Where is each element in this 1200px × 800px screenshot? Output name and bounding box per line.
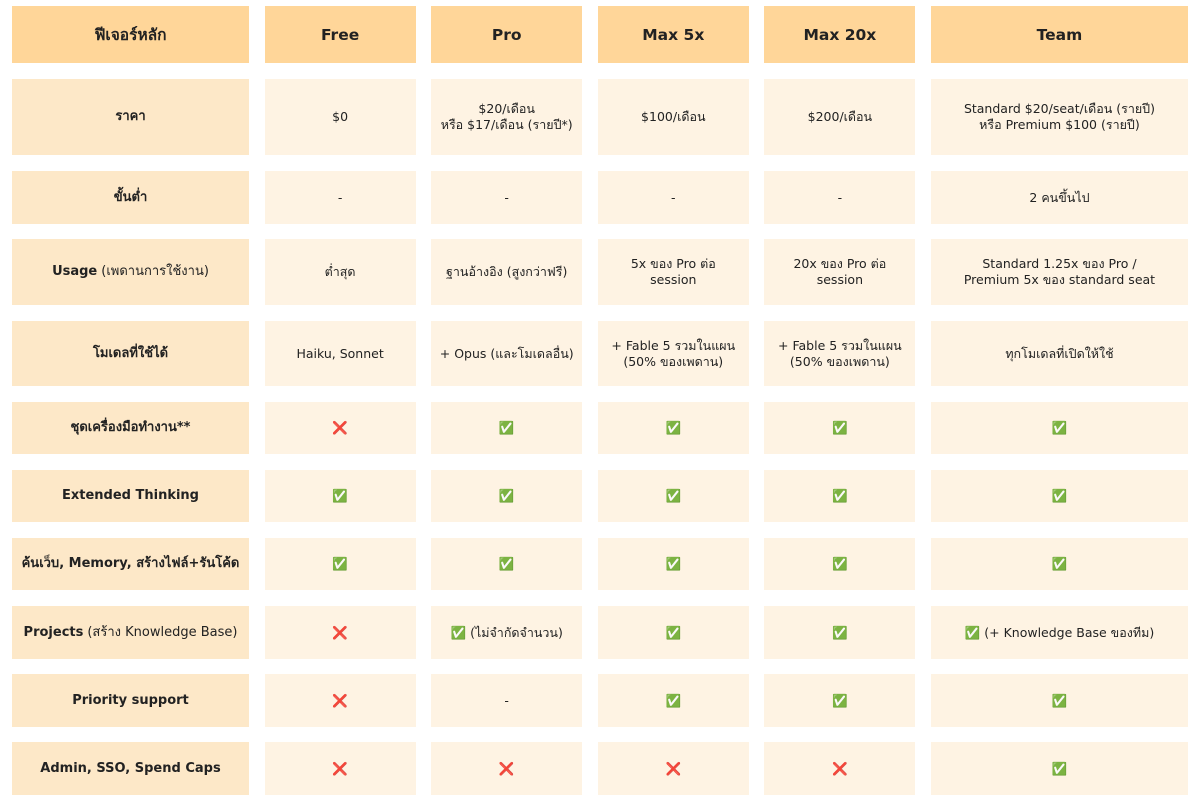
table-cell: ✅: [431, 470, 583, 522]
table-cell: + Fable 5 รวมในแผน (50% ของเพดาน): [597, 321, 749, 386]
label-text: Projects: [23, 624, 84, 640]
table-cell: ✅: [264, 538, 416, 590]
table-cell: ✅: [764, 470, 916, 522]
table-cell: Standard 1.25x ของ Pro / Premium 5x ของ …: [930, 239, 1188, 305]
table-cell: ✅: [597, 538, 749, 590]
table-cell: ✅: [597, 606, 749, 659]
table-cell: $200/เดือน: [764, 79, 916, 155]
row-label: ค้นเว็บ, Memory, สร้างไฟล์+รันโค้ด: [12, 538, 249, 590]
table-cell: ✅: [597, 402, 749, 454]
label-wrap: Usage (เพดานการใช้งาน): [52, 264, 209, 280]
label-text: โมเดลที่ใช้ได้: [92, 345, 169, 361]
table-cell: ✅: [764, 538, 916, 590]
label-wrap: Extended Thinking: [62, 488, 199, 504]
header-cell: Free: [264, 6, 416, 63]
table-cell: ✅: [930, 470, 1188, 522]
table-cell: $100/เดือน: [597, 79, 749, 155]
header-cell: Max 20x: [764, 6, 916, 63]
table-cell: -: [597, 171, 749, 224]
table-cell: ✅: [930, 402, 1188, 454]
label-wrap: ชุดเครื่องมือทำงาน**: [71, 420, 191, 436]
table-cell: ❌: [264, 742, 416, 795]
row-label: Admin, SSO, Spend Caps: [12, 742, 249, 795]
row-label: ราคา: [12, 79, 249, 155]
label-note: (เพดานการใช้งาน): [101, 264, 209, 279]
label-note: (สร้าง Knowledge Base): [87, 624, 238, 640]
table-cell: ✅: [930, 742, 1188, 795]
label-text: ค้นเว็บ, Memory, สร้างไฟล์+รันโค้ด: [21, 556, 240, 571]
table-cell: -: [764, 171, 916, 224]
row-label: Usage (เพดานการใช้งาน): [12, 239, 249, 305]
header-cell: Pro: [431, 6, 583, 63]
table-cell: ❌: [264, 674, 416, 727]
table-cell: ✅: [930, 538, 1188, 590]
label-text: Priority support: [72, 692, 189, 708]
table-cell: $20/เดือน หรือ $17/เดือน (รายปี*): [431, 79, 583, 155]
table-cell: ✅: [264, 470, 416, 522]
table-cell: Haiku, Sonnet: [264, 321, 416, 386]
table-cell: ทุกโมเดลที่เปิดให้ใช้: [930, 321, 1188, 386]
label-wrap: Priority support: [72, 693, 189, 709]
label-text: Admin, SSO, Spend Caps: [40, 760, 221, 776]
table-cell: -: [264, 171, 416, 224]
table-cell: Standard $20/seat/เดือน (รายปี) หรือ Pre…: [930, 79, 1188, 155]
table-cell: ❌: [431, 742, 583, 795]
table-cell: ฐานอ้างอิง (สูงกว่าฟรี): [431, 239, 583, 305]
table-cell: ✅ (ไม่จำกัดจำนวน): [431, 606, 583, 659]
label-text: ราคา: [115, 109, 146, 124]
table-cell: ต่ำสุด: [264, 239, 416, 305]
table-cell: ❌: [597, 742, 749, 795]
table-cell: ✅: [431, 538, 583, 590]
header-cell: Max 5x: [597, 6, 749, 63]
table-cell: ✅: [597, 470, 749, 522]
label-text: ขั้นต่ำ: [113, 189, 148, 205]
label-text: ชุดเครื่องมือทำงาน**: [70, 420, 191, 435]
table-cell: ✅: [930, 674, 1188, 727]
header-cell: Team: [930, 6, 1188, 63]
table-cell: ✅ (+ Knowledge Base ของทีม): [930, 606, 1188, 659]
table-cell: + Opus (และโมเดลอื่น): [431, 321, 583, 386]
row-label: Priority support: [12, 674, 249, 727]
table-cell: ❌: [264, 402, 416, 454]
table-cell: ✅: [764, 674, 916, 727]
table-cell: -: [431, 674, 583, 727]
label-wrap: ราคา: [115, 109, 145, 125]
table-cell: 5x ของ Pro ต่อ session: [597, 239, 749, 305]
table-cell: 20x ของ Pro ต่อ session: [764, 239, 916, 305]
label-text: Usage: [52, 264, 98, 279]
label-wrap: Admin, SSO, Spend Caps: [40, 761, 220, 777]
table-cell: + Fable 5 รวมในแผน (50% ของเพดาน): [764, 321, 916, 386]
table-cell: ✅: [764, 606, 916, 659]
label-wrap: ค้นเว็บ, Memory, สร้างไฟล์+รันโค้ด: [22, 556, 240, 572]
table-cell: ❌: [764, 742, 916, 795]
table-cell: -: [431, 171, 583, 224]
table-cell: ✅: [764, 402, 916, 454]
table-cell: $0: [264, 79, 416, 155]
label-text: Extended Thinking: [61, 488, 199, 503]
label-wrap: Projects (สร้าง Knowledge Base): [24, 625, 238, 641]
row-label: โมเดลที่ใช้ได้: [12, 321, 249, 386]
label-wrap: โมเดลที่ใช้ได้: [93, 346, 168, 362]
row-label: Extended Thinking: [12, 470, 249, 522]
row-label: ขั้นต่ำ: [12, 171, 249, 224]
table-cell: ✅: [597, 674, 749, 727]
comparison-table: ฟีเจอร์หลัก Free Pro Max 5x Max 20x Team ราคา $…: [12, 6, 1188, 795]
table-cell: ✅: [431, 402, 583, 454]
row-label: Projects (สร้าง Knowledge Base): [12, 606, 249, 659]
header-cell: ฟีเจอร์หลัก: [12, 6, 249, 63]
table-cell: 2 คนขึ้นไป: [930, 171, 1188, 224]
label-wrap: ขั้นต่ำ: [114, 190, 148, 206]
table-cell: ❌: [264, 606, 416, 659]
row-label: ชุดเครื่องมือทำงาน**: [12, 402, 249, 454]
